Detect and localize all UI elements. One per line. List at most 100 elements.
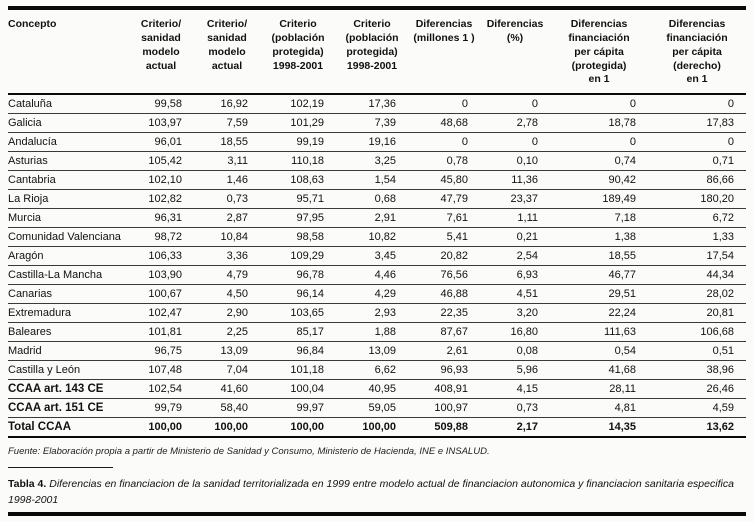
cell: 96,01	[128, 132, 194, 153]
cell: 28,11	[550, 379, 648, 400]
column-header: Diferencias financiación per cápita (der…	[648, 10, 746, 96]
cell: 13,09	[336, 341, 408, 362]
cell: 102,47	[128, 303, 194, 324]
row-label: Castilla-La Mancha	[8, 265, 128, 286]
row-label: CCAA art. 151 CE	[8, 398, 128, 419]
cell: 7,18	[550, 208, 648, 229]
cell: 2,54	[480, 246, 550, 267]
cell: 45,80	[408, 170, 480, 191]
cell: 1,46	[194, 170, 260, 191]
table-row: Andalucía 96,01 18,55 99,19 19,16 0 0 0 0	[8, 132, 746, 153]
cell: 46,88	[408, 284, 480, 305]
cell: 0,68	[336, 189, 408, 210]
cell: 99,58	[128, 94, 194, 115]
cell: 58,40	[194, 398, 260, 419]
cell: 0	[648, 132, 746, 153]
column-header: Criterio (población protegida) 1998-2001	[260, 10, 336, 96]
cell: 6,93	[480, 265, 550, 286]
header-row: Concepto Criterio/ sanidad modelo actual C…	[8, 10, 746, 96]
cell: 95,71	[260, 189, 336, 210]
data-table: Concepto Criterio/ sanidad modelo actual C…	[8, 10, 746, 439]
column-header: Criterio/ sanidad modelo actual	[128, 10, 194, 96]
table-row: Cantabria 102,10 1,46 108,63 1,54 45,80 11,36 9…	[8, 170, 746, 191]
cell: 96,84	[260, 341, 336, 362]
cell: 109,29	[260, 246, 336, 267]
cell: 0,71	[648, 151, 746, 172]
cell: 96,14	[260, 284, 336, 305]
cell: 0	[480, 94, 550, 115]
row-label: Extremadura	[8, 303, 128, 324]
cell: 3,25	[336, 151, 408, 172]
cell: 4,46	[336, 265, 408, 286]
cell: 2,90	[194, 303, 260, 324]
table-row: Baleares 101,81 2,25 85,17 1,88 87,67 16,80 111…	[8, 322, 746, 343]
cell: 76,56	[408, 265, 480, 286]
cell: 0	[408, 132, 480, 153]
cell: 38,96	[648, 360, 746, 381]
cell: 100,00	[128, 417, 194, 439]
table-row: Aragón 106,33 3,36 109,29 3,45 20,82 2,54 18,55…	[8, 246, 746, 267]
cell: 3,11	[194, 151, 260, 172]
cell: 7,04	[194, 360, 260, 381]
cell: 0,10	[480, 151, 550, 172]
cell: 16,80	[480, 322, 550, 343]
cell: 13,09	[194, 341, 260, 362]
cell: 85,17	[260, 322, 336, 343]
cell: 0	[648, 94, 746, 115]
cell: 102,19	[260, 94, 336, 115]
row-label: Asturias	[8, 151, 128, 172]
row-label: Madrid	[8, 341, 128, 362]
cell: 2,61	[408, 341, 480, 362]
row-label: Castilla y León	[8, 360, 128, 381]
cell: 47,79	[408, 189, 480, 210]
cell: 20,81	[648, 303, 746, 324]
cell: 2,78	[480, 113, 550, 134]
cell: 40,95	[336, 379, 408, 400]
cell: 4,81	[550, 398, 648, 419]
table-row: Canarias 100,67 4,50 96,14 4,29 46,88 4,51 29,5…	[8, 284, 746, 305]
cell: 5,96	[480, 360, 550, 381]
cell: 4,29	[336, 284, 408, 305]
column-header: Diferencias (millones 1 )	[408, 10, 480, 96]
cell: 110,18	[260, 151, 336, 172]
cell: 0,73	[194, 189, 260, 210]
cell: 6,62	[336, 360, 408, 381]
cell: 408,91	[408, 379, 480, 400]
cell: 509,88	[408, 417, 480, 439]
cell: 96,78	[260, 265, 336, 286]
cell: 96,75	[128, 341, 194, 362]
cell: 189,49	[550, 189, 648, 210]
row-label: Comunidad Valenciana	[8, 227, 128, 248]
caption-label: Tabla 4.	[8, 478, 47, 491]
cell: 18,55	[194, 132, 260, 153]
cell: 4,15	[480, 379, 550, 400]
cell: 48,68	[408, 113, 480, 134]
cell: 100,97	[408, 398, 480, 419]
cell: 22,35	[408, 303, 480, 324]
bottom-rule	[8, 512, 746, 516]
table-caption: Tabla 4. Diferencias en financiacion de …	[8, 477, 746, 507]
cell: 41,68	[550, 360, 648, 381]
cell: 103,97	[128, 113, 194, 134]
column-header: Diferencias financiación per cápita (pro…	[550, 10, 648, 96]
cell: 0,51	[648, 341, 746, 362]
cell: 100,00	[260, 417, 336, 439]
cell: 100,67	[128, 284, 194, 305]
source-note: Fuente: Elaboración propia a partir de M…	[8, 446, 490, 458]
cell: 2,17	[480, 417, 550, 439]
cell: 105,42	[128, 151, 194, 172]
cell: 0	[480, 132, 550, 153]
cell: 102,10	[128, 170, 194, 191]
row-label: Galicia	[8, 113, 128, 134]
cell: 0,73	[480, 398, 550, 419]
row-label: Murcia	[8, 208, 128, 229]
cell: 180,20	[648, 189, 746, 210]
cell: 4,51	[480, 284, 550, 305]
cell: 3,20	[480, 303, 550, 324]
cell: 101,29	[260, 113, 336, 134]
cell: 4,59	[648, 398, 746, 419]
table-row: Madrid 96,75 13,09 96,84 13,09 2,61 0,08 0,54 0,…	[8, 341, 746, 362]
table-row: Cataluña 99,58 16,92 102,19 17,36 0 0 0 0	[8, 94, 746, 115]
cell: 100,00	[194, 417, 260, 439]
cell: 16,92	[194, 94, 260, 115]
